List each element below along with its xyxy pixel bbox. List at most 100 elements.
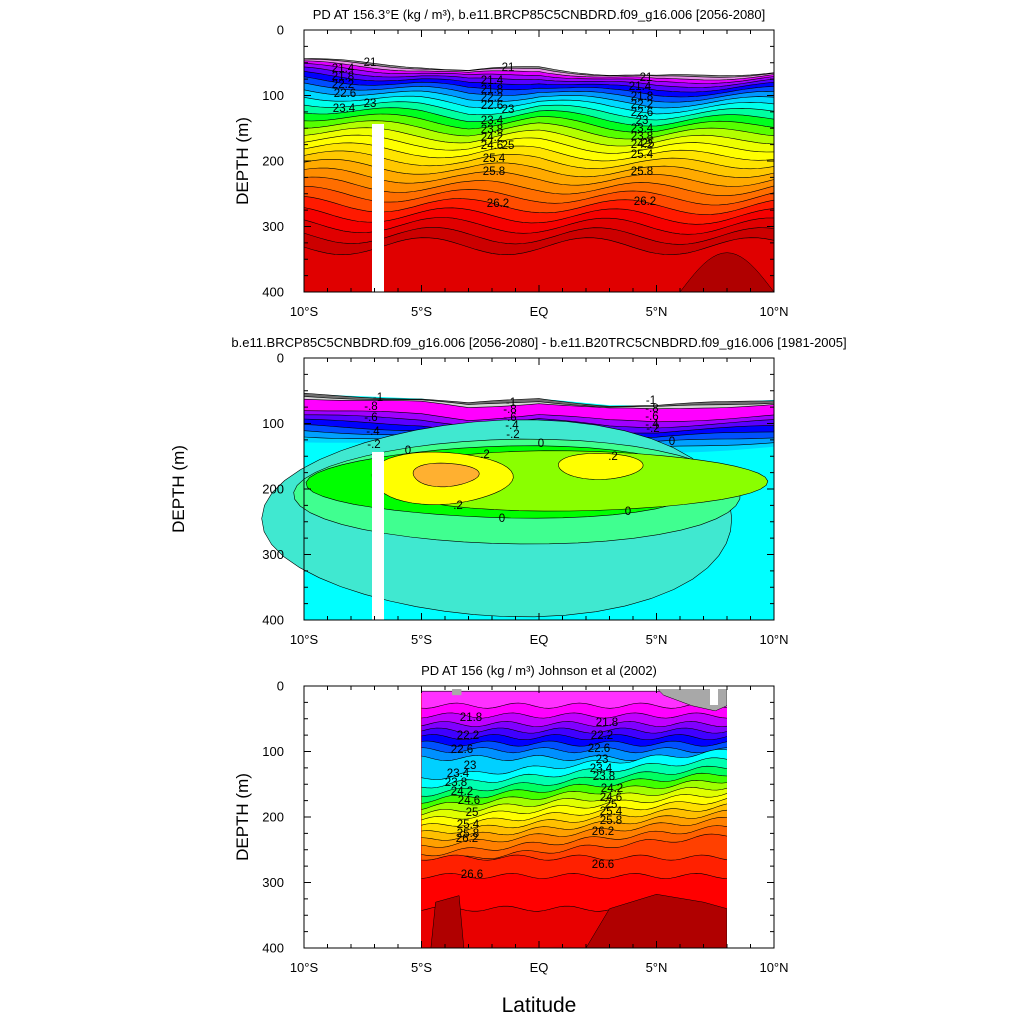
- contour-label: .2: [608, 451, 618, 463]
- contour-label: 25.8: [600, 815, 622, 827]
- contour-line: [303, 63, 775, 84]
- contour-line: [421, 833, 727, 865]
- y-tick-label: 100: [262, 416, 284, 431]
- x-tick-label: 5°N: [646, 632, 668, 647]
- chart-title: PD AT 156 (kg / m³) Johnson et al (2002): [421, 663, 657, 678]
- contour-line: [303, 95, 775, 115]
- contour-label: -.4: [645, 419, 659, 431]
- contour-label: 24.6: [458, 795, 480, 807]
- contour-band: [304, 186, 774, 215]
- land-mask: [372, 452, 384, 620]
- y-tick-label: 400: [262, 941, 284, 956]
- contour-label: 23.4: [333, 103, 356, 115]
- contour-label: 0: [669, 436, 675, 448]
- contour-band: [557, 453, 644, 480]
- contour-label: -.8: [645, 403, 658, 415]
- contour-band: [304, 135, 774, 161]
- contour-label: 23.8: [481, 124, 503, 136]
- contour-label: 25: [502, 140, 515, 152]
- contour-band: [304, 410, 774, 428]
- contour-label: .2: [480, 449, 490, 461]
- axes-2: 0 100 200 300 400 10°S 5°S EQ 5°N 10°N b.e11.BRCP8…: [169, 335, 847, 647]
- contour-band: [421, 703, 727, 719]
- contour-band: [304, 66, 774, 92]
- contour-band: [421, 747, 727, 761]
- contour-label: -1: [646, 395, 656, 407]
- contour-label: 26.6: [592, 859, 614, 871]
- contour-band: [452, 689, 462, 696]
- contour-label: 21.8: [332, 71, 354, 83]
- contour-label: 24.6: [481, 140, 503, 152]
- contour-label: 23: [502, 104, 515, 116]
- contour-band: [421, 855, 727, 879]
- contour-band: [304, 168, 774, 196]
- contour-band: [304, 150, 774, 178]
- contour-label: 24.2: [481, 132, 503, 144]
- contour-band: [421, 834, 727, 865]
- contour-band: [585, 894, 727, 948]
- contour-band: [421, 803, 727, 841]
- contour-label: 23.8: [445, 777, 467, 789]
- contour-label: -.8: [503, 404, 516, 416]
- contour-label: .2: [453, 500, 463, 512]
- contour-label: 25.4: [631, 149, 654, 161]
- contour-band: [421, 734, 727, 747]
- panel-2-plot: [261, 358, 775, 620]
- contour-band: [421, 780, 727, 815]
- x-tick-label: 5°S: [411, 960, 432, 975]
- y-tick-label: 0: [277, 23, 284, 38]
- y-axis-label: DEPTH (m): [233, 773, 252, 861]
- contour-label: 21.4: [629, 81, 652, 93]
- contour-line: [421, 772, 727, 804]
- contour-label: 22.6: [588, 743, 610, 755]
- contour-label: 21.4: [332, 63, 355, 75]
- contour-labels: -1-.8-.6-.4-.2 0-1-.8-.6-.4-.20.2.20-1-.8…: [364, 392, 675, 525]
- contour-line: [421, 809, 727, 841]
- contour-label: 26.6: [461, 869, 483, 881]
- contour-band: [304, 60, 774, 84]
- contour-label: 25.8: [631, 166, 653, 178]
- contour-band: [304, 114, 774, 139]
- contour-line: [421, 721, 727, 727]
- contour-line: [421, 734, 727, 740]
- contour-labels: 2121.421.822.222.62323.42121.421.822.222…: [332, 57, 656, 210]
- contour-line: [421, 765, 727, 797]
- contour-label: 21: [640, 72, 653, 84]
- contour-line: [303, 107, 775, 127]
- panel-1-plot: [303, 30, 775, 293]
- contour-label: 23: [464, 760, 477, 772]
- contour-label: 21.8: [460, 712, 482, 724]
- contour-label: -.2: [367, 439, 380, 451]
- chart-title: PD AT 156.3°E (kg / m³), b.e11.BRCP85C5C…: [313, 7, 766, 22]
- axes-1: 0 100 200 300 400 10°S 5°S EQ 5°N 10°N PD AT 156.3…: [233, 7, 789, 319]
- contour-line: [421, 873, 727, 879]
- chart-title: b.e11.BRCP85C5CNBDRD.f09_g16.006 [2056-2…: [231, 335, 846, 350]
- contour-line: [421, 803, 727, 834]
- contour-band: [304, 399, 774, 422]
- contour-line: [303, 82, 775, 103]
- contour-band: [304, 196, 774, 225]
- contour-band: [421, 749, 727, 788]
- contour-label: 23.4: [481, 115, 504, 127]
- contour-line: [303, 71, 775, 93]
- contour-label: -.8: [364, 401, 377, 413]
- x-tick-label: 10°N: [759, 960, 788, 975]
- contour-band: [304, 101, 774, 126]
- contour-label: 26.2: [456, 833, 478, 845]
- contour-label: 21.8: [596, 717, 618, 729]
- contour-label: 21.8: [631, 91, 653, 103]
- contour-line: [303, 58, 775, 78]
- contour-line: [421, 793, 727, 821]
- contour-line: [303, 398, 775, 410]
- contour-line: [421, 712, 727, 719]
- x-tick-label: 10°S: [290, 632, 319, 647]
- contour-band: [421, 773, 727, 810]
- contour-label: 0: [405, 445, 411, 457]
- contour-band: [421, 787, 727, 820]
- contour-band: [421, 798, 727, 834]
- x-tick-label: 5°N: [646, 960, 668, 975]
- contour-label: 23: [364, 98, 377, 110]
- contour-line: [304, 414, 775, 429]
- contour-line: [421, 727, 727, 734]
